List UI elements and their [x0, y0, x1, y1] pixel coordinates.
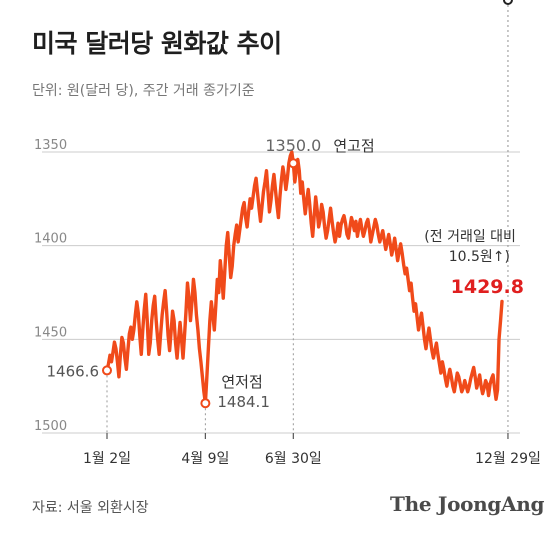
annotations: 1466.6 연저점 1484.1 1350.0 연고점 (전 거래일 대비 10.5원↑)… — [47, 0, 524, 411]
x-tick-label-0: 1월 2일 — [83, 451, 131, 467]
high-label: 연고점 — [333, 137, 374, 155]
low-value-label: 1484.1 — [217, 393, 270, 411]
last-note-line1: (전 거래일 대비 — [424, 229, 516, 245]
last-value-label: 1429.8 — [451, 276, 524, 298]
brand-logo: The JoongAng — [390, 492, 545, 516]
last-point-marker — [502, 0, 513, 5]
low-point-marker — [200, 398, 211, 409]
x-axis: 1월 2일 4월 9일 6월 30일 12월 29일 — [83, 433, 541, 467]
chart-subtitle: 단위: 원(달러 당), 주간 거래 종가기준 — [32, 83, 255, 99]
x-tick-label-2: 6월 30일 — [265, 451, 322, 467]
y-tick-label-1450: 1450 — [34, 325, 67, 340]
high-point-marker — [288, 158, 299, 169]
start-point-marker — [102, 365, 112, 376]
x-tick-label-1: 4월 9일 — [181, 451, 229, 467]
start-value-label: 1466.6 — [47, 362, 100, 380]
series-line-krw-usd — [105, 150, 504, 405]
chart-title: 미국 달러당 원화값 추이 — [32, 29, 282, 58]
guide-lines — [106, 0, 509, 433]
y-tick-label-1400: 1400 — [34, 232, 67, 247]
last-note-line2: 10.5원↑) — [449, 249, 510, 265]
x-tick-label-3: 12월 29일 — [475, 451, 541, 467]
source-note: 자료: 서울 외환시장 — [32, 500, 149, 516]
low-label: 연저점 — [221, 373, 262, 391]
high-value-label: 1350.0 — [265, 136, 321, 155]
y-axis-ticks: 1350 1400 1450 1500 — [34, 138, 67, 434]
y-tick-label-1500: 1500 — [34, 419, 67, 434]
y-tick-label-1350: 1350 — [34, 138, 67, 153]
